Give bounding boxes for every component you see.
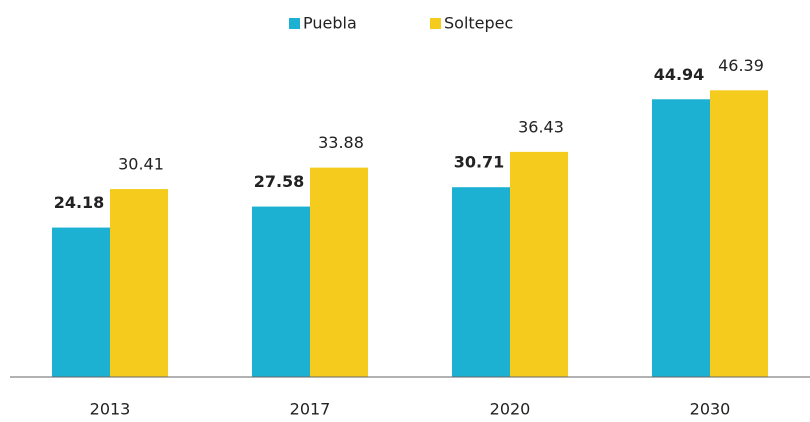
bar xyxy=(52,227,110,377)
x-tick-label: 2030 xyxy=(690,400,731,419)
data-label: 24.18 xyxy=(54,193,105,212)
bar xyxy=(310,167,368,377)
bar xyxy=(510,151,568,377)
legend-swatch xyxy=(430,18,441,29)
data-label: 33.88 xyxy=(318,133,364,152)
data-label: 46.39 xyxy=(718,56,764,75)
bar xyxy=(252,206,310,377)
data-label: 30.71 xyxy=(454,153,505,172)
data-label: 36.43 xyxy=(518,117,564,136)
bar xyxy=(652,99,710,377)
bar xyxy=(110,189,168,377)
legend-label: Soltepec xyxy=(444,14,513,33)
x-tick-label: 2020 xyxy=(490,400,531,419)
legend-label: Puebla xyxy=(303,14,357,33)
data-label: 27.58 xyxy=(254,172,305,191)
x-tick-label: 2013 xyxy=(90,400,131,419)
data-label: 30.41 xyxy=(118,155,164,174)
bar xyxy=(710,90,768,377)
x-tick-label: 2017 xyxy=(290,400,331,419)
legend-swatch xyxy=(289,18,300,29)
bar xyxy=(452,187,510,377)
data-label: 44.94 xyxy=(654,65,705,84)
